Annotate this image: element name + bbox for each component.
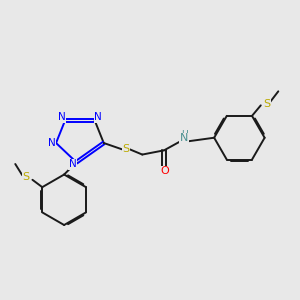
- Text: S: S: [123, 144, 130, 154]
- Text: S: S: [22, 172, 29, 182]
- Text: S: S: [263, 99, 270, 109]
- Text: N: N: [180, 134, 188, 143]
- Text: N: N: [69, 159, 77, 169]
- Text: N: N: [48, 138, 56, 148]
- Text: O: O: [160, 167, 169, 176]
- Text: N: N: [58, 112, 65, 122]
- Text: N: N: [94, 112, 102, 122]
- Text: H: H: [181, 130, 188, 139]
